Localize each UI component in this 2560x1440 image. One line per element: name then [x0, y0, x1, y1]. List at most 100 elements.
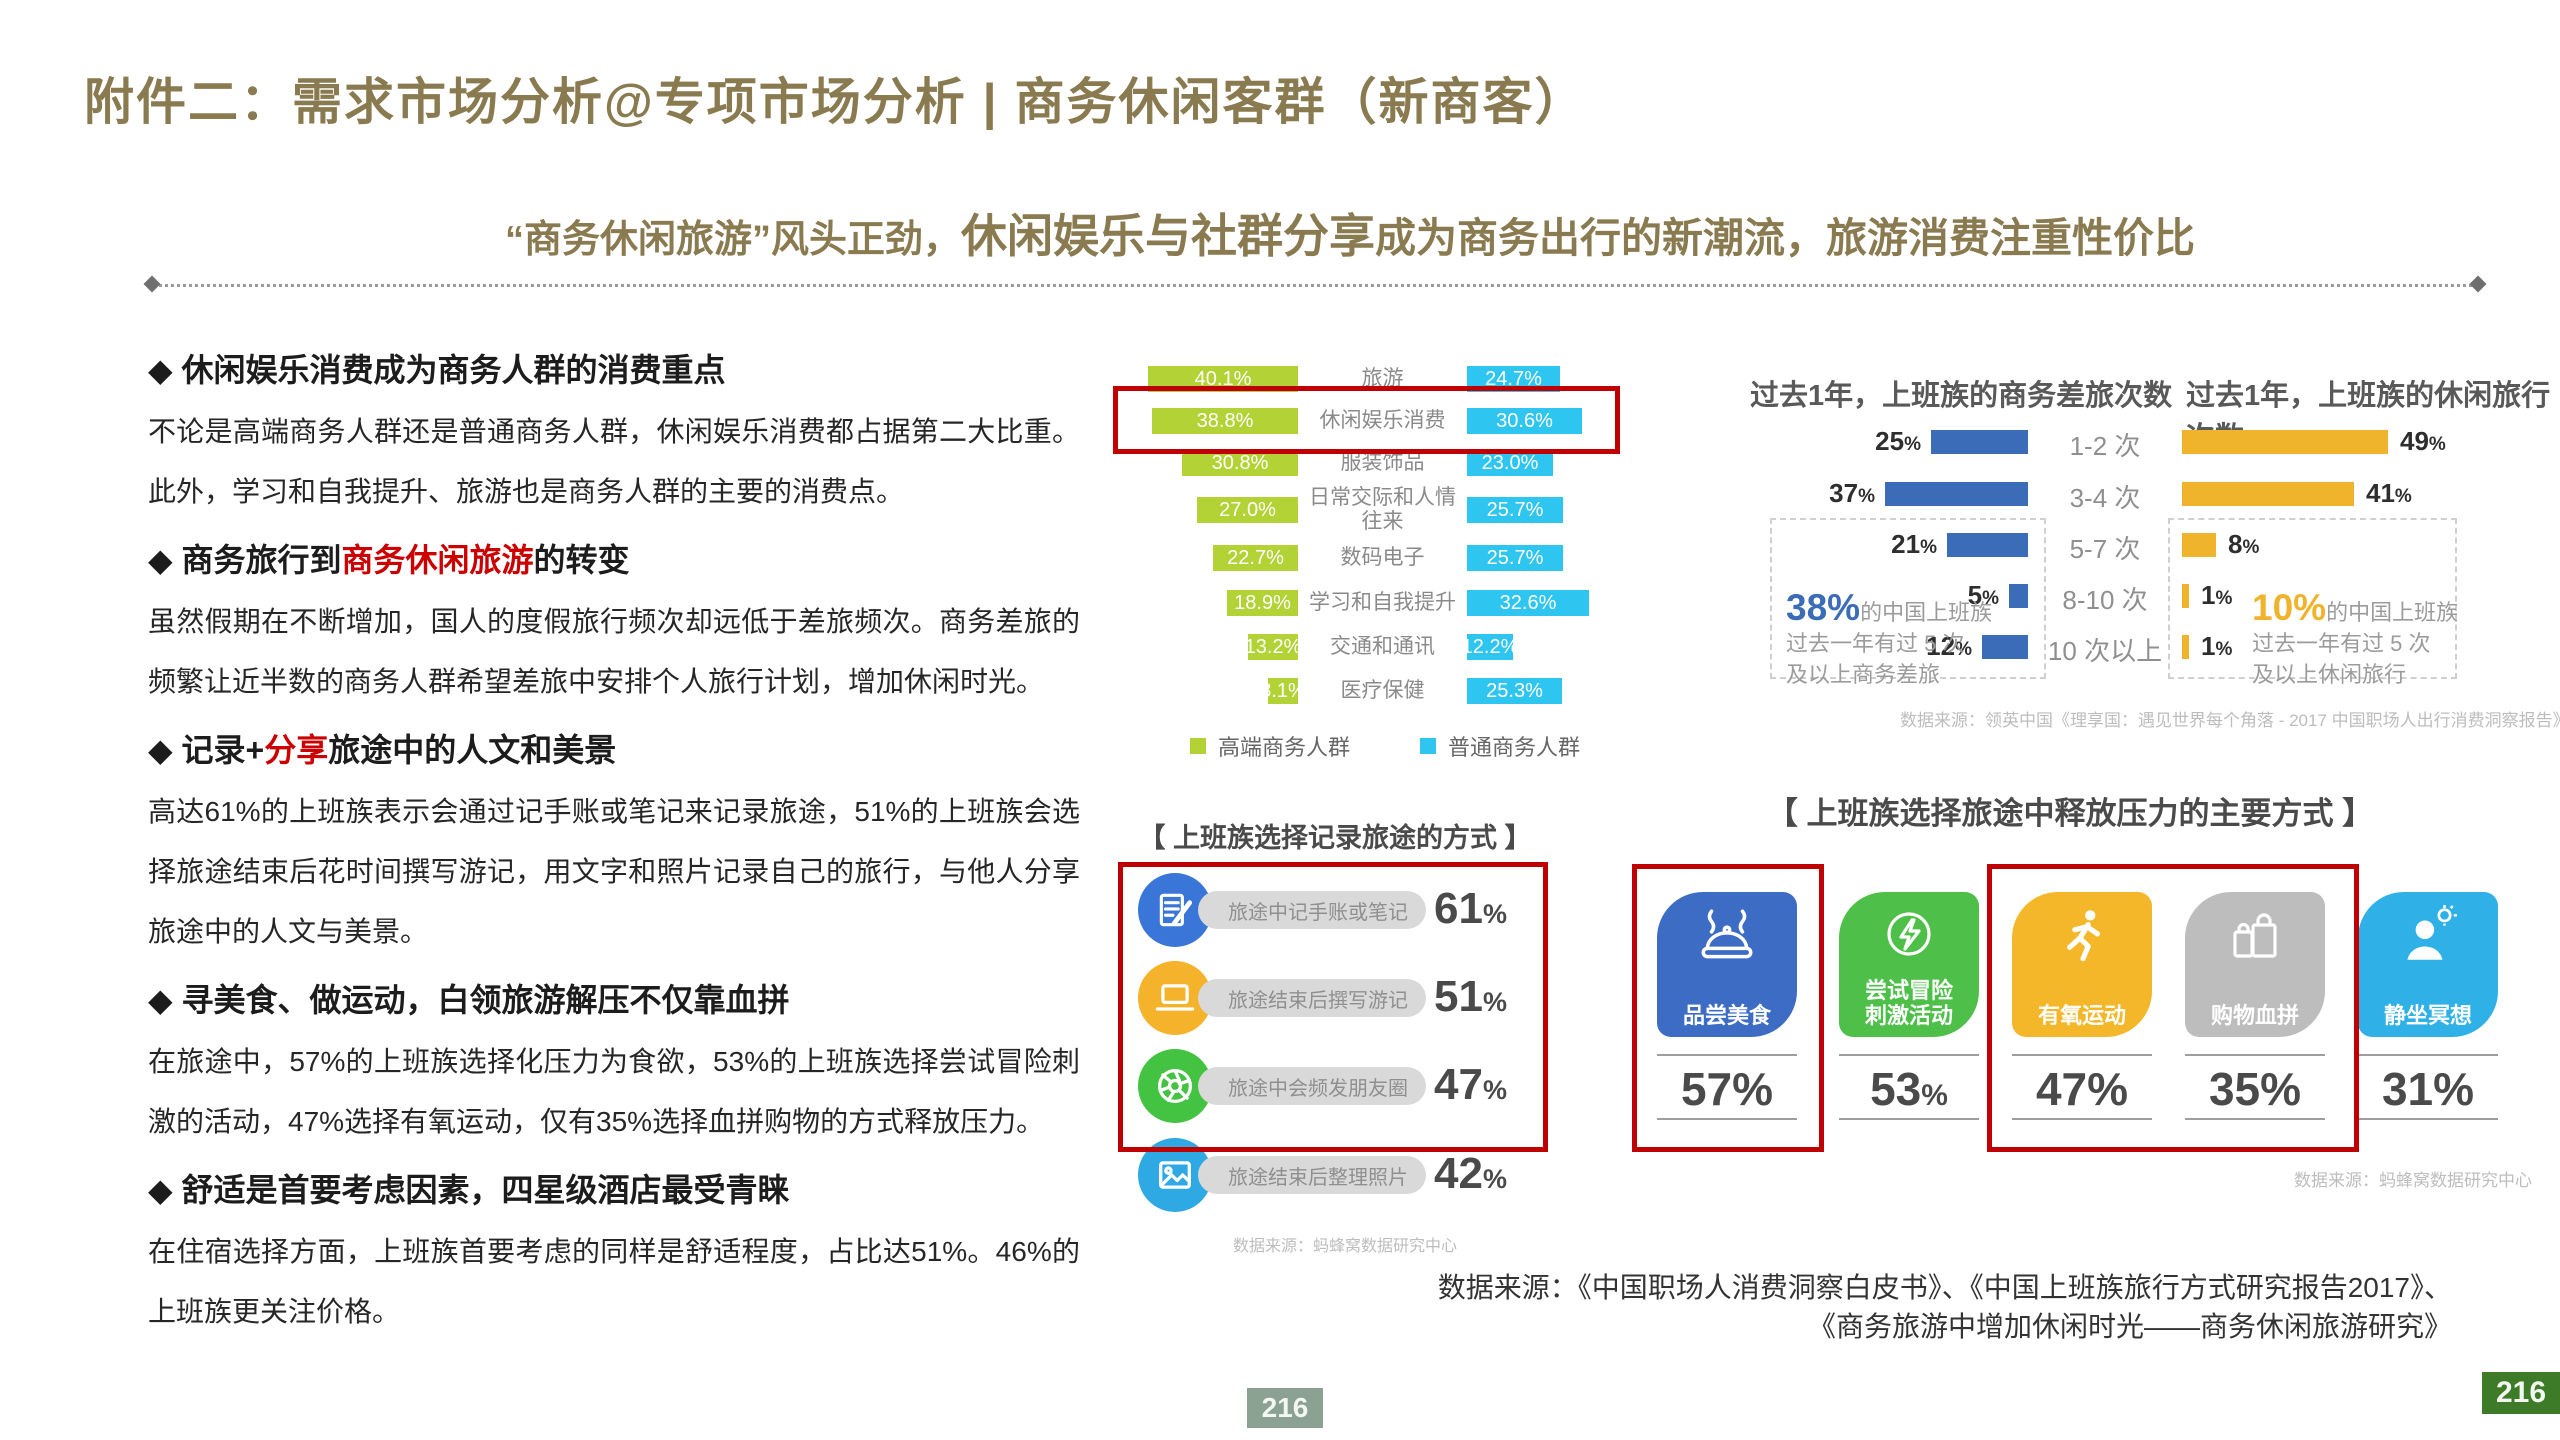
section-body: 高达61%的上班族表示会通过记手账或笔记来记录旅途，51%的上班族会选择旅途结束… [148, 796, 1080, 947]
premium-bar: 13.2% [1245, 634, 1301, 660]
record-source: 数据来源：蚂蜂窝数据研究中心 [1232, 1238, 1457, 1255]
subtitle-part1: “商务休闲旅游”风头正劲， [504, 219, 961, 261]
divider-diamond-left [143, 275, 161, 293]
trips-source: 数据来源：领英中国《理享国：遇见世界每个角落 - 2017 中国职场人出行消费洞… [1900, 711, 2560, 730]
business-callout: 38%的中国上班族 过去一年有过 5 次 及以上商务差旅 [1786, 587, 1993, 687]
card-shopping: 购物血拼 [2185, 892, 2325, 1037]
value-rule [2185, 1118, 2325, 1120]
trip-row: 21% 5-7 次 8% [1740, 529, 2560, 564]
trip-category: 1-2 次 [2069, 431, 2141, 461]
category-label: 医疗保健 [1340, 679, 1425, 702]
trip-row: 5% 8-10 次 1% [1740, 580, 2560, 615]
consumption-row: 27.0% 日常交际和人情 往来 25.7% [1100, 486, 1670, 533]
section-leisure-consumption: ◆ 休闲娱乐消费成为商务人群的消费重点 不论是高端商务人群还是普通商务人群，休闲… [148, 348, 1080, 522]
leisure-bar [2182, 635, 2189, 659]
trip-category: 5-7 次 [2069, 534, 2141, 564]
card-label: 尝试冒险 刺激活动 [1864, 978, 1953, 1028]
record-chart-title: 【 上班族选择记录旅途的方式 】 [1138, 823, 1532, 853]
leisure-bar [2182, 584, 2189, 608]
section-body: 在住宿选择方面，上班族首要考虑的同样是舒适程度，占比达51%。46%的上班族更关… [148, 1236, 1080, 1327]
record-item-label: 旅途中会频发朋友圈 [1198, 1067, 1426, 1105]
consumption-row: 38.8% 休闲娱乐消费 30.6% [1100, 408, 1670, 434]
highlight-box-leisure-consumption [1113, 386, 1620, 454]
business-trips-title: 过去1年，上班族的商务差旅次数 [1750, 380, 2173, 412]
shopping-bags-icon [2185, 904, 2325, 968]
ordinary-bar: 25.3% [1467, 678, 1562, 704]
stress-source: 数据来源：蚂蜂窝数据研究中心 [2294, 1171, 2532, 1190]
footer-source-line1: 数据来源：《中国职场人消费洞察白皮书》、《中国上班族旅行方式研究报告2017》、 [1437, 1272, 2452, 1303]
section-record-share: ◆ 记录+分享旅途中的人文和美景 高达61%的上班族表示会通过记手账或笔记来记录… [148, 728, 1080, 962]
business-bar [1885, 482, 2028, 506]
lightning-icon [1839, 904, 1979, 968]
trip-category: 10 次以上 [2047, 636, 2163, 666]
highlight-box-food [1632, 864, 1824, 1152]
page-title: 附件二：需求市场分析@专项市场分析 | 商务休闲客群（新商客） [84, 74, 1587, 130]
subtitle-part3: 成为商务出行的新潮流，旅游消费注重性价比 [1375, 215, 2195, 261]
business-value: 5% [1967, 580, 1999, 610]
legend-swatch-green [1189, 738, 1206, 754]
consumption-row: 40.1% 旅游 24.7% [1100, 366, 1670, 392]
legend-swatch-cyan [1420, 738, 1436, 754]
consumption-comparison-chart: 40.1% 旅游 24.7% 38.8% 休闲娱乐消费 30.6% 30.8% … [1100, 350, 1670, 770]
left-text-column: ◆ 休闲娱乐消费成为商务人群的消费重点 不论是高端商务人群还是普通商务人群，休闲… [148, 332, 1080, 1354]
leisure-bar [2182, 430, 2388, 454]
ordinary-bar: 25.7% [1467, 497, 1563, 523]
record-item-label: 旅途中记手账或笔记 [1198, 891, 1426, 929]
card-meditation: 静坐冥想 [2358, 892, 2498, 1037]
section-heading: ◆ 记录+分享旅途中的人文和美景 [148, 732, 617, 768]
leisure-trips-dashed-box [2168, 518, 2457, 679]
record-item-label: 旅途结束后撰写游记 [1198, 979, 1426, 1017]
business-bar [1982, 635, 2028, 659]
value-rule [1657, 1118, 1797, 1120]
footer-source-line2: 《商务旅游中增加休闲时光——商务休闲旅游研究》 [1807, 1311, 2452, 1342]
section-heading: ◆ 休闲娱乐消费成为商务人群的消费重点 [148, 352, 726, 388]
leisure-bar [2182, 482, 2354, 506]
record-item-value: 47% [1434, 1060, 1507, 1109]
highlight-box-record-top3 [1118, 862, 1548, 1152]
trip-row: 25% 1-2 次 49% [1740, 426, 2560, 461]
premium-bar: 22.7% [1213, 545, 1298, 571]
value-rule [2358, 1118, 2498, 1120]
consumption-row: 18.9% 学习和自我提升 32.6% [1100, 590, 1670, 616]
section-heading: ◆ 商务旅行到商务休闲旅游的转变 [148, 542, 630, 578]
business-value: 12% [1926, 631, 1972, 661]
highlight-box-exercise-shopping [1987, 864, 2359, 1152]
section-food-sport: ◆ 寻美食、做运动，白领旅游解压不仅靠血拼 在旅途中，57%的上班族选择化压力为… [148, 978, 1080, 1152]
trip-frequency-charts: 过去1年，上班族的商务差旅次数 过去1年，上班族的休闲旅行次数 25% 1-2 … [1740, 350, 2560, 750]
card-label: 品尝美食 [1682, 1003, 1771, 1028]
page-number-center: 216 [1247, 1388, 1323, 1428]
record-item-value: 61% [1434, 884, 1507, 933]
trip-row: 12% 10 次以上 1% [1740, 631, 2560, 666]
cloche-icon [1657, 904, 1797, 970]
leisure-value: 1% [2201, 580, 2233, 610]
record-item-value: 42% [1434, 1149, 1507, 1198]
card-exercise: 有氧运动 [2012, 892, 2152, 1037]
card-label: 静坐冥想 [2383, 1003, 2472, 1028]
premium-bar: 27.0% [1197, 497, 1298, 523]
leisure-bar [2182, 533, 2216, 557]
category-label: 交通和通讯 [1330, 635, 1435, 658]
ordinary-bar: 23.0% [1467, 450, 1553, 476]
business-bar [1931, 430, 2028, 454]
business-value: 21% [1891, 529, 1937, 559]
trip-category: 3-4 次 [2069, 483, 2141, 513]
section-body: 不论是高端商务人群还是普通商务人群，休闲娱乐消费都占据第二大比重。此外，学习和自… [148, 416, 1080, 507]
consumption-row: 13.2% 交通和通讯 12.2% [1100, 634, 1670, 660]
value-rule [2012, 1054, 2152, 1056]
legend-ordinary: 普通商务人群 [1420, 730, 1580, 762]
dashed-divider [152, 284, 2478, 287]
legend-premium: 高端商务人群 [1189, 730, 1350, 762]
record-item-label: 旅途结束后整理照片 [1198, 1156, 1426, 1194]
category-label: 休闲娱乐消费 [1319, 409, 1446, 432]
card-label: 有氧运动 [2037, 1003, 2126, 1028]
business-value: 25% [1875, 426, 1921, 456]
stress-value: 57% [1680, 1063, 1774, 1115]
leisure-callout: 10%的中国上班族 过去一年有过 5 次 及以上休闲旅行 [2252, 587, 2459, 687]
consumption-row: 8.1% 医疗保健 25.3% [1100, 678, 1670, 704]
section-body: 在旅途中，57%的上班族选择化压力为食欲，53%的上班族选择尝试冒险刺激的活动，… [148, 1046, 1080, 1137]
section-comfort-hotel: ◆ 舒适是首要考虑因素，四星级酒店最受青睐 在住宿选择方面，上班族首要考虑的同样… [148, 1168, 1080, 1342]
category-label: 旅游 [1361, 367, 1404, 390]
value-rule [2012, 1118, 2152, 1120]
category-label: 日常交际和人情 往来 [1309, 486, 1456, 533]
premium-bar: 18.9% [1227, 590, 1298, 616]
